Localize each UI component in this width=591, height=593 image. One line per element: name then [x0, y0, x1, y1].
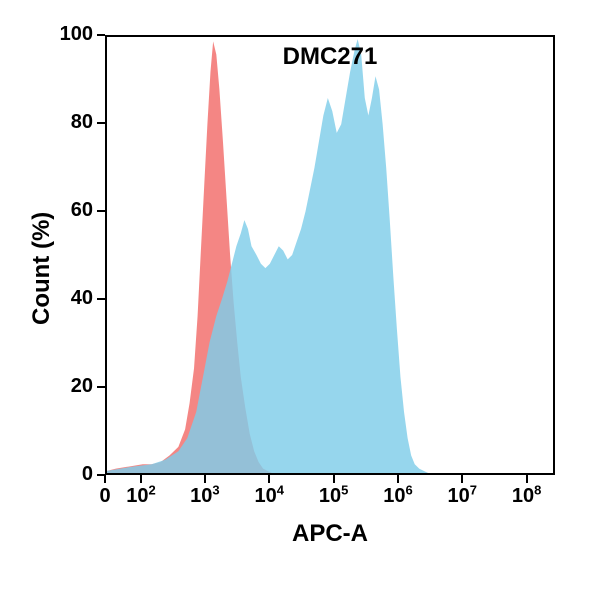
chart-title: DMC271 [283, 43, 378, 71]
x-tick-label: 108 [512, 485, 541, 508]
y-tick-mark [97, 210, 105, 212]
x-tick-mark [526, 475, 528, 483]
x-tick-mark [140, 475, 142, 483]
y-tick-mark [97, 298, 105, 300]
x-tick-label: 103 [190, 485, 219, 508]
x-axis-label: APC-A [105, 520, 555, 548]
y-tick-label: 80 [71, 111, 93, 134]
x-tick-label: 106 [383, 485, 412, 508]
y-tick-label: 100 [60, 23, 93, 46]
plot-area: DMC271 [105, 35, 555, 475]
y-tick-label: 40 [71, 287, 93, 310]
histogram-svg [107, 37, 553, 473]
x-tick-label: 102 [126, 485, 155, 508]
x-tick-mark [204, 475, 206, 483]
x-tick-mark [397, 475, 399, 483]
x-tick-label: 104 [255, 485, 284, 508]
x-tick-label: 107 [448, 485, 477, 508]
x-tick-label: 0 [99, 485, 110, 508]
y-axis-label: Count (%) [28, 212, 56, 325]
flow-cytometry-histogram: DMC271 Count (%) APC-A 0 20 40 60 80 100 0 102… [0, 0, 591, 593]
y-tick-mark [97, 34, 105, 36]
y-tick-label: 60 [71, 199, 93, 222]
x-tick-mark [461, 475, 463, 483]
x-tick-mark [333, 475, 335, 483]
series-sample [107, 39, 428, 473]
x-tick-mark [104, 475, 106, 483]
x-tick-mark [268, 475, 270, 483]
x-tick-label: 105 [319, 485, 348, 508]
y-tick-label: 20 [71, 375, 93, 398]
y-tick-label: 0 [82, 463, 93, 486]
y-tick-mark [97, 122, 105, 124]
y-tick-mark [97, 386, 105, 388]
